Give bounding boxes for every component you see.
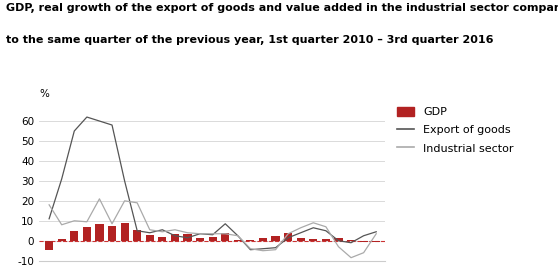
Bar (309, 239, 318, 241)
Bar (246, 240, 254, 241)
Bar (171, 234, 179, 241)
Bar (284, 233, 292, 241)
Text: GDP, real growth of the export of goods and value added in the industrial sector: GDP, real growth of the export of goods … (6, 3, 558, 13)
Bar (359, 241, 368, 242)
Bar (209, 237, 217, 241)
Bar (108, 226, 116, 241)
Text: to the same quarter of the previous year, 1st quarter 2010 – 3rd quarter 2016: to the same quarter of the previous year… (6, 35, 493, 45)
Bar (158, 237, 166, 241)
Bar (234, 240, 242, 241)
Bar (45, 241, 53, 250)
Bar (133, 230, 141, 241)
Bar (272, 236, 280, 241)
Text: %: % (39, 89, 49, 99)
Bar (95, 224, 104, 241)
Legend: GDP, Export of goods, Industrial sector: GDP, Export of goods, Industrial sector (397, 107, 513, 153)
Bar (334, 238, 343, 241)
Bar (70, 231, 78, 241)
Bar (347, 240, 355, 241)
Bar (221, 233, 229, 241)
Bar (196, 238, 204, 241)
Bar (372, 241, 381, 242)
Bar (146, 235, 154, 241)
Bar (121, 223, 129, 241)
Bar (322, 239, 330, 241)
Bar (83, 227, 91, 241)
Bar (259, 238, 267, 241)
Bar (184, 234, 191, 241)
Bar (57, 239, 66, 241)
Bar (297, 238, 305, 241)
